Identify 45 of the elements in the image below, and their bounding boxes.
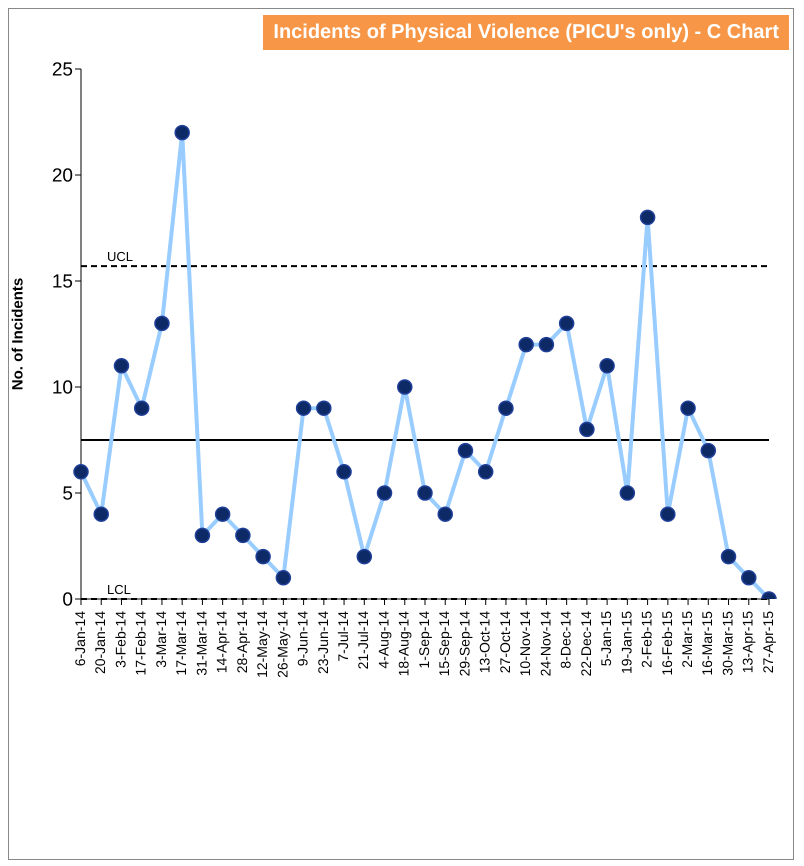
- x-tick-label: 27-Oct-14: [496, 610, 513, 674]
- chart-title: Incidents of Physical Violence (PICU's only) - C Chart: [263, 15, 789, 50]
- x-tick-label: 17-Feb-14: [132, 610, 149, 676]
- y-tick-label: 10: [52, 378, 73, 399]
- x-tick-label: 9-Jun-14: [294, 610, 311, 666]
- x-tick-label: 4-Aug-14: [375, 610, 392, 669]
- y-tick-label: 15: [52, 272, 73, 293]
- x-tick-label: 13-Apr-15: [740, 610, 756, 674]
- x-tick-label: 16-Mar-15: [699, 610, 716, 676]
- ref-line-label: UCL: [107, 249, 134, 264]
- x-tick-label: 8-Dec-14: [558, 610, 574, 669]
- x-tick-label: 3-Mar-14: [152, 610, 169, 668]
- x-tick-label: 16-Feb-15: [658, 610, 675, 676]
- x-tick-label: 23-Jun-14: [314, 610, 331, 674]
- x-tick-label: 26-May-14: [274, 610, 290, 678]
- x-tick-label: 5-Jan-15: [598, 610, 614, 666]
- y-axis-title: No. of Incidents: [9, 278, 26, 390]
- x-tick-label: 2-Mar-15: [679, 610, 695, 668]
- x-tick-label: 31-Mar-14: [193, 610, 210, 676]
- x-tick-label: 18-Aug-14: [396, 610, 412, 676]
- x-tick-label: 3-Feb-14: [112, 610, 128, 668]
- y-tick-label: 0: [62, 590, 73, 611]
- y-tick-label: 5: [62, 484, 73, 505]
- x-tick-label: 21-Jul-14: [355, 610, 372, 670]
- x-tick-label: 1-Sep-14: [416, 610, 432, 669]
- y-tick-label: 20: [52, 166, 73, 187]
- x-tick-label: 6-Jan-14: [72, 610, 88, 666]
- x-tick-label: 20-Jan-14: [92, 610, 108, 674]
- ref-line-label: LCL: [107, 582, 131, 597]
- x-tick-label: 7-Jul-14: [335, 610, 351, 662]
- x-tick-label: 17-Mar-14: [173, 610, 190, 676]
- x-tick-label: 30-Mar-15: [719, 610, 736, 676]
- x-tick-label: 15-Sep-14: [436, 610, 452, 676]
- x-tick-label: 12-May-14: [254, 610, 270, 678]
- x-tick-label: 14-Apr-14: [214, 610, 230, 674]
- x-tick-label: 22-Dec-14: [578, 610, 594, 676]
- x-tick-label: 10-Nov-14: [517, 610, 534, 676]
- x-tick-label: 13-Oct-14: [476, 610, 493, 674]
- x-tick-label: 28-Apr-14: [234, 610, 250, 674]
- x-tick-label: 27-Apr-15: [760, 610, 776, 674]
- x-tick-label: 19-Jan-15: [618, 610, 634, 674]
- x-tick-label: 2-Feb-15: [638, 610, 655, 668]
- y-tick-label: 25: [52, 60, 73, 81]
- x-tick-label: 29-Sep-14: [456, 610, 472, 676]
- x-tick-label: 24-Nov-14: [537, 610, 554, 676]
